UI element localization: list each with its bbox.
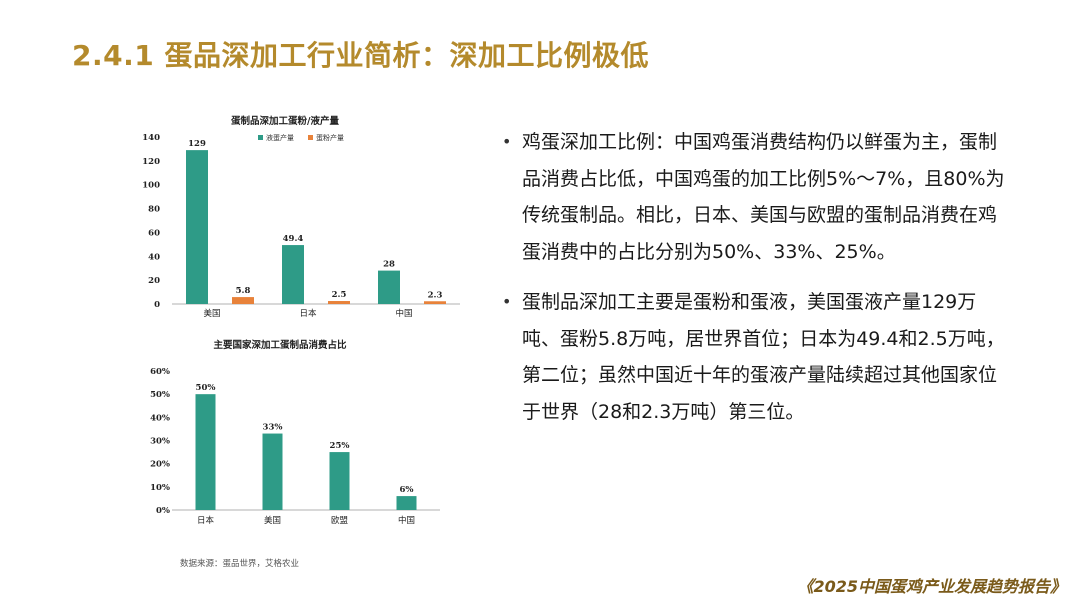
y-tick-label: 50% <box>150 390 170 400</box>
y-tick-label: 140 <box>142 133 160 143</box>
y-tick-label: 80 <box>148 205 160 215</box>
x-tick-label: 中国 <box>398 515 415 526</box>
x-tick-label: 欧盟 <box>331 515 349 526</box>
page-title: 2.4.1 蛋品深加工行业简析：深加工比例极低 <box>72 39 649 72</box>
y-tick-label: 20% <box>150 460 170 470</box>
data-label: 2.5 <box>332 290 347 300</box>
x-tick-label: 日本 <box>197 515 215 526</box>
bar <box>424 301 446 304</box>
data-label: 129 <box>188 139 206 149</box>
y-tick-label: 40% <box>150 413 170 423</box>
legend-label: 蛋粉产量 <box>316 133 344 142</box>
bullet-item: • 蛋制品深加工主要是蛋粉和蛋液，美国蛋液产量129万吨、蛋粉5.8万吨，居世界… <box>500 284 1010 430</box>
bar <box>328 301 350 304</box>
bullet-dot-icon: • <box>502 292 512 311</box>
source-note: 数据来源：蛋品世界，艾格农业 <box>180 559 300 569</box>
y-tick-label: 20 <box>148 276 160 286</box>
y-tick-label: 120 <box>142 157 160 167</box>
chart1-title: 蛋制品深加工蛋粉/液产量 <box>231 116 339 127</box>
data-label: 6% <box>400 485 414 495</box>
data-label: 2.3 <box>428 290 443 300</box>
legend-swatch <box>308 135 313 140</box>
data-label: 25% <box>330 441 350 451</box>
bullet-dot-icon: • <box>502 132 512 151</box>
bar <box>186 150 208 304</box>
bar <box>195 394 216 510</box>
bar <box>329 452 350 510</box>
legend-swatch <box>258 135 263 140</box>
bar <box>262 433 283 510</box>
bullet-text: 蛋制品深加工主要是蛋粉和蛋液，美国蛋液产量129万吨、蛋粉5.8万吨，居世界首位… <box>522 291 1005 423</box>
bar <box>396 496 417 510</box>
x-tick-label: 美国 <box>203 308 220 319</box>
data-label: 5.8 <box>236 286 251 296</box>
y-tick-label: 100 <box>142 181 160 191</box>
report-footer: 《2025中国蛋鸡产业发展趋势报告》 <box>797 577 1066 596</box>
bullet-list: • 鸡蛋深加工比例：中国鸡蛋消费结构仍以鲜蛋为主，蛋制品消费占比低，中国鸡蛋的加… <box>500 124 1010 444</box>
x-tick-label: 美国 <box>264 515 281 526</box>
data-label: 50% <box>196 383 216 393</box>
x-tick-label: 中国 <box>395 308 412 319</box>
data-label: 33% <box>263 423 283 433</box>
data-label: 49.4 <box>283 234 304 244</box>
y-tick-label: 0% <box>156 506 170 516</box>
bar <box>282 245 304 304</box>
y-tick-label: 0 <box>154 300 160 310</box>
bar <box>232 297 254 304</box>
bullet-text: 鸡蛋深加工比例：中国鸡蛋消费结构仍以鲜蛋为主，蛋制品消费占比低，中国鸡蛋的加工比… <box>522 131 1005 263</box>
y-tick-label: 60% <box>150 367 170 377</box>
chart2-title: 主要国家深加工蛋制品消费占比 <box>213 340 347 351</box>
y-tick-label: 30% <box>150 437 170 447</box>
x-tick-label: 日本 <box>299 308 317 319</box>
y-tick-label: 10% <box>150 483 170 493</box>
legend-label: 液蛋产量 <box>266 133 294 142</box>
y-tick-label: 60 <box>148 228 160 238</box>
bar <box>378 270 400 304</box>
data-label: 28 <box>383 260 395 270</box>
bullet-item: • 鸡蛋深加工比例：中国鸡蛋消费结构仍以鲜蛋为主，蛋制品消费占比低，中国鸡蛋的加… <box>500 124 1010 270</box>
y-tick-label: 40 <box>148 252 160 262</box>
